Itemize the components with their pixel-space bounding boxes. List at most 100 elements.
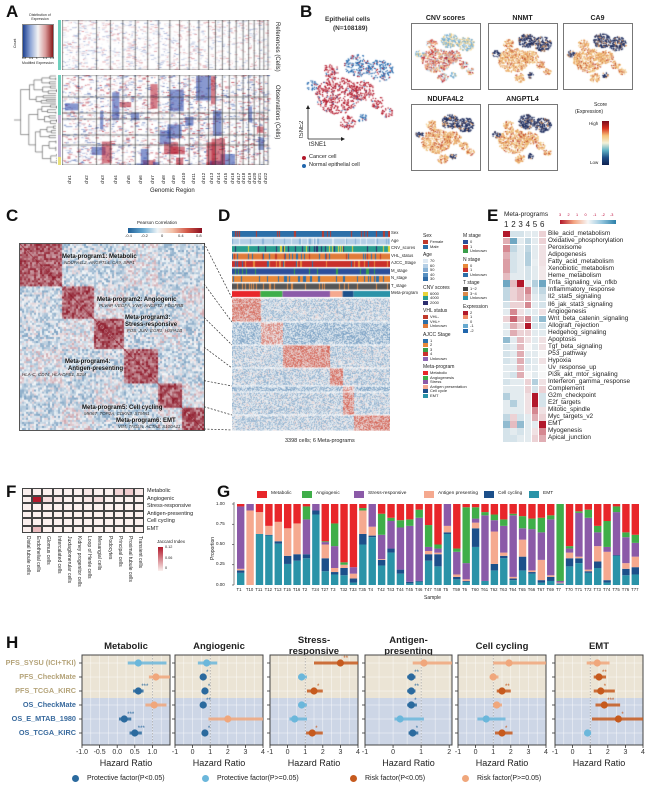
e-heatmap-cell: [510, 372, 517, 379]
g-y-tick-label: 0.75: [216, 520, 225, 526]
g-bar-segment-cell-cycling: [415, 580, 423, 582]
h-x-tick-label: 1: [208, 749, 213, 756]
h-x-tick-label: -1.0: [75, 749, 89, 756]
g-x-tick-label: T44: [396, 587, 404, 592]
g-y-axis-label: Proportion: [210, 536, 216, 560]
e-row-label: Inflammatory_response: [548, 286, 615, 294]
h-legend-dot-icon: [202, 775, 209, 782]
h-significance-stars: *: [206, 670, 209, 676]
h-panel-title: Cell cycling: [475, 641, 529, 652]
h-x-tick-label: 2: [605, 749, 610, 756]
h-x-tick-label: 4: [641, 749, 645, 756]
g-bar-segment-cell-cycling: [265, 534, 273, 536]
h-x-tick-label: -1: [171, 749, 179, 756]
g-legend-label: Angiogenic: [316, 491, 340, 496]
h-hazard-ratio-point: [134, 659, 142, 667]
f-heatmap-cell: [32, 510, 43, 518]
g-bar-segment-stress-responsive: [396, 527, 405, 570]
legend-item-label: VHL-: [430, 314, 440, 319]
cluster-strip-segment: [58, 157, 61, 165]
e-heatmap-cell: [510, 329, 517, 337]
g-bar-segment-antigen-presenting: [584, 569, 593, 572]
g-x-tick-label: T12: [264, 587, 273, 592]
h-panel-title-line2: responsive: [288, 646, 340, 657]
e-row-label: EMT: [548, 420, 562, 428]
g-bar-segment-antigen-presenting: [330, 567, 339, 573]
e-heatmap-cell: [517, 294, 524, 301]
e-row-label: Xenobiotic_metabolism: [548, 265, 615, 273]
e-heatmap-cell: [539, 336, 546, 344]
e-heatmap-cell: [539, 322, 546, 330]
g-bar-segment-metabolic: [293, 504, 301, 524]
g-x-tick-label: T5: [443, 587, 449, 592]
h-hazard-ratio-point: [336, 659, 344, 667]
e-row-label: Allograft_rejection: [548, 321, 600, 329]
f-heatmap-cell: [93, 510, 104, 518]
g-bar-segment-cell-cycling: [424, 554, 433, 561]
legend-item-label: 2: [470, 309, 473, 315]
e-heatmap-cell: [531, 301, 539, 308]
h-panel-title: Metabolic: [104, 641, 148, 652]
e-heatmap-cell: [503, 393, 510, 400]
g-x-tick-label: T77: [631, 587, 639, 592]
meta-program-genes: VIM, TAGLN, ACTA2, S100A11: [118, 424, 181, 429]
e-heatmap-cell: [503, 343, 510, 351]
e-row-label: Fatty_acid_metabolism: [548, 258, 614, 266]
g-bar-segment-cell-cycling: [283, 555, 292, 564]
g-bar-segment-stress-responsive: [500, 525, 508, 553]
h-forest-plot: ***: [455, 654, 547, 748]
reference-annotation-strip: [58, 20, 61, 70]
e-heatmap-cell: [524, 364, 532, 372]
e-heatmap-cell: [539, 386, 546, 393]
g-bar-segment-cell-cycling: [603, 580, 611, 583]
e-heatmap-cell: [524, 428, 532, 435]
h-x-tick-label: 0: [570, 749, 575, 756]
f-heatmap-cell: [32, 503, 43, 511]
g-bar-segment-angiogenic: [434, 544, 442, 549]
h-hazard-ratio-point: [396, 715, 404, 723]
g-bar-segment-stress-responsive: [471, 518, 480, 523]
e-heatmap-cell: [539, 273, 546, 280]
g-bar-segment-emt: [509, 580, 517, 585]
e-heatmap-cell: [524, 322, 532, 330]
e-heatmap-cell: [539, 435, 546, 442]
h-x-tick-label: 0: [473, 749, 478, 756]
h-x-axis-label: Hazard Ratio: [572, 758, 626, 768]
e-heatmap-cell: [531, 428, 539, 435]
g-x-tick-label: T64: [508, 587, 517, 592]
g-bar-segment-stress-responsive: [603, 546, 611, 552]
g-bar-segment-stress-responsive: [631, 542, 639, 557]
g-bar-segment-angiogenic: [500, 519, 508, 526]
e-heatmap-cell: [531, 252, 539, 259]
g-x-tick-label: T67: [537, 587, 545, 592]
g-bar-segment-angiogenic: [622, 532, 630, 538]
e-heatmap-cell: [517, 357, 524, 365]
observation-annotation-strip: [58, 75, 61, 165]
track-label: M_stage: [391, 267, 408, 273]
cnv-colorbar-tick: 1: [36, 56, 38, 60]
e-heatmap-cell: [524, 435, 532, 442]
f-heatmap-cell: [52, 510, 63, 518]
g-bar-segment-emt: [565, 566, 574, 585]
h-legend-label: Protective factor(P<0.05): [87, 775, 165, 782]
e-heatmap-cell: [517, 435, 524, 442]
g-x-tick-label: T75: [612, 587, 620, 592]
g-x-tick-label: T6: [461, 587, 467, 592]
e-column-label: 5: [532, 220, 538, 229]
track-label: Meta-program: [391, 290, 418, 295]
feature-tsne-plot: [489, 105, 557, 170]
f-heatmap-cell: [62, 503, 73, 511]
e-row-label: Hypoxia: [548, 356, 572, 364]
e-heatmap-cell: [510, 280, 517, 287]
g-bar-segment-emt: [518, 570, 527, 585]
h-x-tick-label: 1: [303, 749, 308, 756]
f-heatmap-cell: [134, 510, 145, 518]
h-hazard-ratio-point: [298, 701, 306, 709]
e-heatmap-cell: [510, 400, 517, 407]
e-heatmap-cell: [510, 245, 517, 252]
g-bar-segment-stress-responsive: [443, 504, 452, 526]
f-heatmap-cell: [22, 503, 33, 511]
h-x-tick-label: 0: [190, 749, 195, 756]
h-hazard-ratio-point: [489, 673, 497, 681]
f-heatmap-cell: [124, 488, 135, 496]
